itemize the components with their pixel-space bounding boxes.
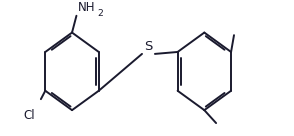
Text: NH: NH — [78, 1, 96, 14]
Text: S: S — [144, 40, 153, 53]
Text: 2: 2 — [97, 9, 103, 18]
Text: Cl: Cl — [24, 109, 35, 122]
